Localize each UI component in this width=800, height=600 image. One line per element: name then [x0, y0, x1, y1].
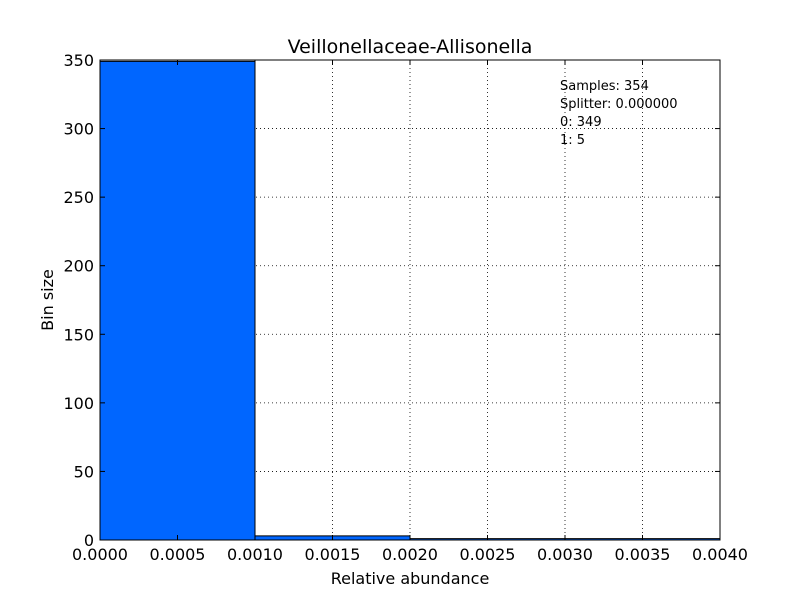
annotation-line: 1: 5: [560, 133, 585, 148]
y-tick-label: 0: [84, 531, 94, 550]
x-tick-label: 0.0005: [150, 545, 206, 564]
y-tick-label: 150: [63, 325, 94, 344]
annotation-line: 0: 349: [560, 115, 602, 130]
x-tick-label: 0.0020: [382, 545, 438, 564]
y-tick-label: 350: [63, 51, 94, 70]
x-tick-label: 0.0010: [227, 545, 283, 564]
y-tick-label: 200: [63, 257, 94, 276]
x-tick-labels: 0.0000 0.0005 0.0010 0.0015 0.0020 0.0025 0.00…: [72, 545, 748, 564]
grid-lines: [100, 60, 720, 540]
annotation-line: Splitter: 0.000000: [560, 97, 678, 112]
y-axis-title: Bin size: [38, 269, 57, 331]
y-tick-label: 250: [63, 188, 94, 207]
y-tick-labels: 0 50 100 150 200 250 300 350: [63, 51, 94, 550]
x-tick-label: 0.0030: [537, 545, 593, 564]
x-tick-label: 0.0035: [615, 545, 671, 564]
histogram-bar: [99, 60, 256, 541]
stats-annotation: Samples: 354 Splitter: 0.000000 0: 349 1: 5: [560, 79, 678, 148]
x-tick-label: 0.0040: [692, 545, 748, 564]
chart-title: Veillonellaceae-Allisonella: [288, 36, 533, 58]
y-tick-label: 50: [74, 462, 94, 481]
y-tick-label: 300: [63, 120, 94, 139]
x-tick-label: 0.0000: [72, 545, 128, 564]
x-tick-label: 0.0015: [305, 545, 361, 564]
x-tick-label: 0.0025: [460, 545, 516, 564]
annotation-line: Samples: 354: [560, 79, 649, 94]
axis-ticks: [99, 59, 721, 541]
x-axis-title: Relative abundance: [331, 569, 490, 588]
y-tick-label: 100: [63, 394, 94, 413]
